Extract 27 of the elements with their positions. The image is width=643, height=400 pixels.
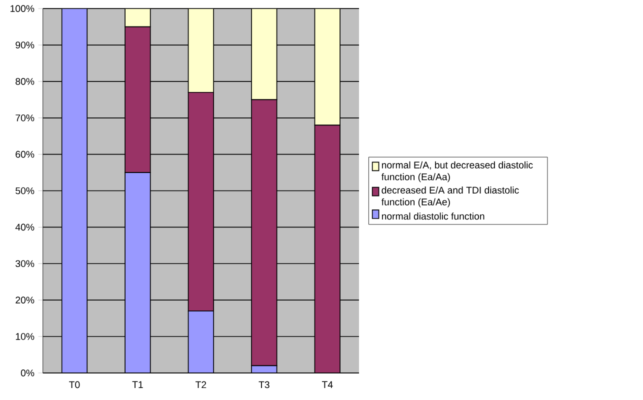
y-tick-label: 50% — [16, 187, 34, 194]
legend-label: normal E/A, but decreased diastolic function (Ea/Aa) — [381, 162, 533, 182]
x-tick-label: T4 — [322, 381, 333, 388]
x-tick-label: T1 — [132, 381, 143, 388]
legend-label: decreased E/A and TDI diastolic function (Ea/Ae) — [381, 186, 519, 208]
bar — [124, 26, 151, 174]
bar — [251, 99, 278, 366]
x-tick-label: T3 — [258, 381, 270, 388]
x-tick-label: T2 — [196, 381, 206, 388]
y-tick-label: 60% — [16, 151, 34, 158]
y-tick-label: 90% — [16, 42, 34, 49]
y-tick-label: 10% — [16, 333, 34, 340]
bar — [314, 124, 340, 374]
y-tick-label: 80% — [16, 78, 34, 85]
y-tick-label: 20% — [16, 296, 34, 304]
bar — [188, 92, 214, 312]
y-tick-label: 100% — [10, 5, 34, 12]
y-tick-label: 70% — [16, 114, 34, 122]
legend-label: normal diastolic function — [382, 212, 484, 220]
y-tick-label: 0% — [20, 370, 34, 376]
bar — [251, 8, 278, 100]
y-tick-label: 40% — [15, 224, 34, 231]
bar — [314, 8, 340, 126]
bar — [124, 8, 151, 28]
bar — [188, 8, 214, 93]
x-tick-label: T0 — [69, 381, 80, 388]
y-tick-label: 30% — [16, 260, 34, 268]
